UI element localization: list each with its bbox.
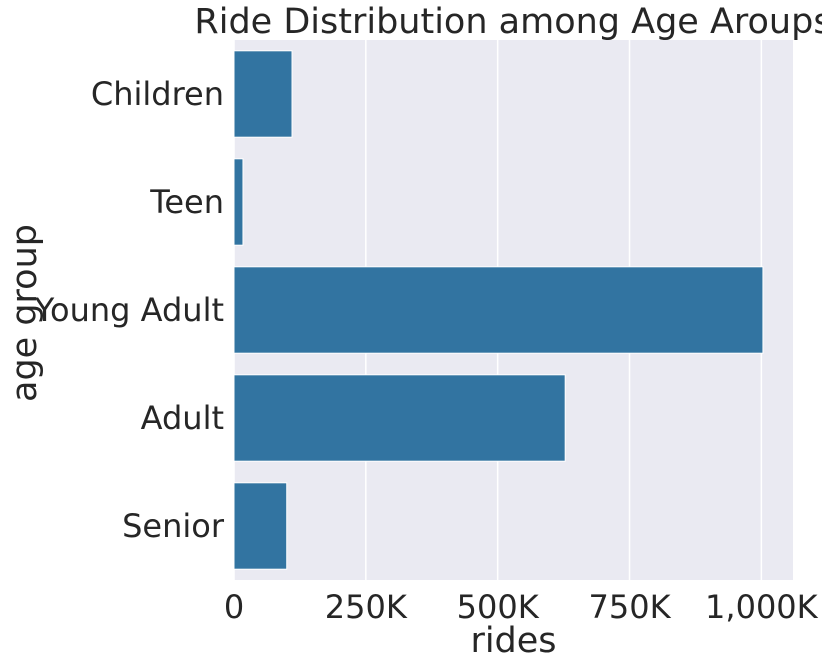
- bar: [233, 374, 566, 462]
- bars: [233, 50, 764, 570]
- bar: [233, 50, 293, 138]
- y-tick-labels: Children Teen Young Adult Adult Senior: [34, 75, 225, 545]
- y-tick-label: Adult: [141, 399, 224, 437]
- x-axis-label: rides: [470, 621, 556, 661]
- chart-title: Ride Distribution among Age Aroups: [194, 2, 822, 42]
- y-tick-label: Children: [91, 75, 224, 113]
- bar: [233, 482, 288, 570]
- x-tick-label: 1,000K: [705, 588, 819, 626]
- y-axis-label: age group: [5, 224, 45, 402]
- x-tick-labels: 0 250K 500K 750K 1,000K: [224, 588, 819, 626]
- y-tick-label: Young Adult: [34, 291, 224, 329]
- x-tick-label: 500K: [457, 588, 540, 626]
- y-tick-label: Senior: [122, 507, 225, 545]
- y-tick-label: Teen: [149, 183, 224, 221]
- x-tick-label: 0: [224, 588, 244, 626]
- bar: [233, 266, 764, 354]
- bar: [233, 158, 244, 246]
- x-tick-label: 750K: [588, 588, 671, 626]
- x-tick-label: 250K: [325, 588, 408, 626]
